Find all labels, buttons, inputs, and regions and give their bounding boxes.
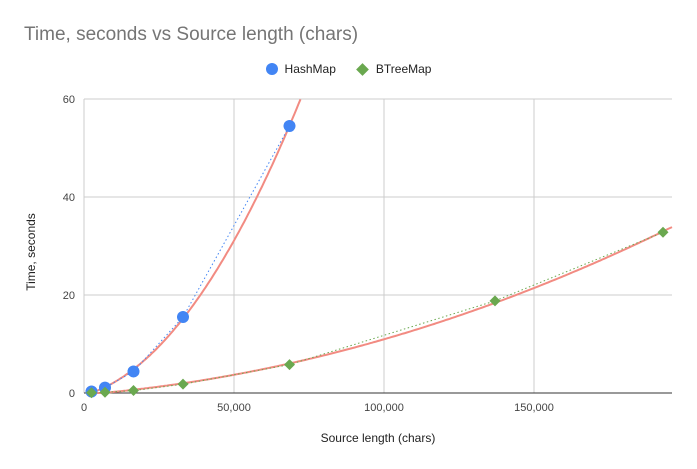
y-axis-label: Time, seconds xyxy=(24,213,38,291)
legend: HashMap BTreeMap xyxy=(0,62,697,76)
legend-marker-hashmap xyxy=(265,63,278,75)
point-btreemap xyxy=(489,295,501,307)
y-tick-label: 20 xyxy=(63,290,75,302)
grid xyxy=(83,98,672,393)
x-axis-label: Source length (chars) xyxy=(321,431,436,445)
point-btreemap xyxy=(99,386,111,398)
y-tick-label: 40 xyxy=(63,192,75,204)
axis-labels: Source length (chars) Time, seconds xyxy=(24,213,435,445)
point-btreemap xyxy=(177,378,189,390)
point-btreemap xyxy=(128,385,139,397)
y-tick-label: 0 xyxy=(69,388,75,400)
point-hashmap xyxy=(127,365,140,378)
point-hashmap xyxy=(177,311,189,324)
point-btreemap xyxy=(284,359,295,371)
point-hashmap xyxy=(283,119,296,132)
trendline-hashmap xyxy=(91,98,302,394)
point-btreemap xyxy=(86,387,97,399)
trendline-btreemap xyxy=(91,226,673,394)
legend-label-hashmap: HashMap xyxy=(284,62,336,76)
dotted-line-btreemap xyxy=(91,231,664,394)
x-tick-label: 150,000 xyxy=(514,402,554,414)
dotted-line-hashmap xyxy=(91,125,290,392)
point-btreemap xyxy=(657,226,669,238)
x-tick-label: 100,000 xyxy=(364,402,404,414)
axes: 0 20 40 60 0 50,000 100,000 150,000 xyxy=(63,94,672,414)
x-tick-label: 0 xyxy=(81,402,87,414)
legend-item-hashmap[interactable]: HashMap xyxy=(265,62,336,76)
trendlines xyxy=(91,98,673,394)
legend-label-btreemap: BTreeMap xyxy=(375,62,432,76)
chart-title: Time, seconds vs Source length (chars) xyxy=(24,24,359,45)
legend-item-btreemap[interactable]: BTreeMap xyxy=(356,62,432,76)
x-tick-label: 50,000 xyxy=(217,402,251,414)
y-tick-label: 60 xyxy=(63,94,75,106)
data-points xyxy=(85,119,669,399)
